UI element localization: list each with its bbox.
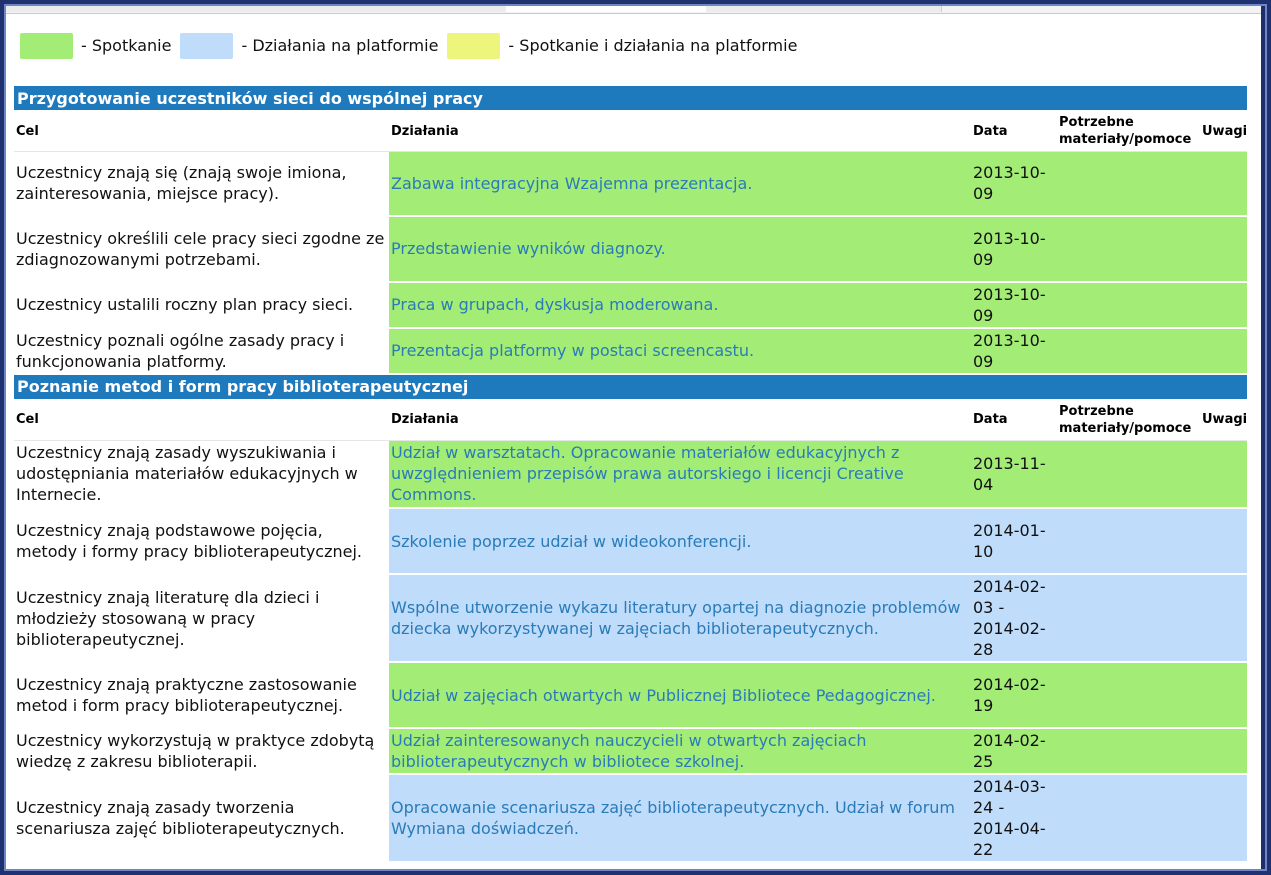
action-cell: Zabawa integracyjna Wzajemna prezentacja…	[389, 151, 971, 217]
notes-cell	[1200, 440, 1248, 509]
materials-cell	[1057, 728, 1200, 775]
section-title: Poznanie metod i form pracy biblioterape…	[14, 373, 1248, 400]
notes-cell	[1200, 574, 1248, 663]
goal-cell: Uczestnicy poznali ogólne zasady pracy i…	[14, 327, 389, 375]
date-cell: 2014-02-19	[971, 662, 1057, 729]
col-header-goal: Cel	[14, 110, 389, 152]
notes-cell	[1200, 327, 1248, 375]
tab-7[interactable]	[831, 6, 942, 12]
notes-cell	[1200, 728, 1248, 775]
goal-cell: Uczestnicy znają literaturę dla dzieci i…	[14, 574, 389, 663]
date-cell: 2013-10-09	[971, 281, 1057, 329]
materials-cell	[1057, 151, 1200, 217]
action-cell: Praca w grupach, dyskusja moderowana.	[389, 281, 971, 329]
legend-label-platform: - Działania na platformie	[241, 36, 439, 55]
page-canvas: - Spotkanie - Działania na platformie - …	[6, 6, 1261, 869]
legend-label-meeting: - Spotkanie	[81, 36, 172, 55]
col-header-materials: Potrzebne materiały/pomoce	[1057, 110, 1200, 152]
col-header-action: Działania	[389, 110, 971, 152]
section-title: Przygotowanie uczestników sieci do wspól…	[14, 86, 1248, 111]
section-header: Przygotowanie uczestników sieci do wspól…	[14, 86, 1248, 111]
col-header-notes: Uwagi	[1200, 399, 1247, 441]
legend-swatch-both	[447, 32, 501, 59]
legend-swatch-platform	[180, 32, 234, 59]
action-cell: Szkolenie poprzez udział w wideokonferen…	[389, 508, 971, 575]
column-header-row: Cel Działania Data Potrzebne materiały/pomo…	[14, 399, 1247, 441]
table-row: Uczestnicy znają podstawowe pojęcia, met…	[14, 508, 1248, 575]
tab-6[interactable]	[776, 6, 832, 12]
plan-table-wrapper: Przygotowanie uczestników sieci do wspól…	[14, 86, 1247, 863]
table-row: Uczestnicy określili cele pracy sieci zg…	[14, 215, 1248, 283]
col-header-date: Data	[971, 399, 1057, 441]
table-row: Uczestnicy znają literaturę dla dzieci i…	[14, 574, 1248, 663]
action-cell: Udział zainteresowanych nauczycieli w ot…	[389, 728, 971, 775]
tab-4[interactable]	[506, 6, 707, 12]
tab-1[interactable]	[6, 6, 87, 12]
col-header-goal: Cel	[14, 399, 389, 441]
date-cell: 2014-03-24 - 2014-04-22	[971, 774, 1057, 863]
table-row: Uczestnicy poznali ogólne zasady pracy i…	[14, 327, 1248, 375]
action-cell: Prezentacja platformy w postaci screenca…	[389, 327, 971, 375]
color-legend: - Spotkanie - Działania na platformie - …	[20, 32, 806, 59]
action-cell: Udział w warsztatach. Opracowanie materi…	[389, 440, 971, 509]
goal-cell: Uczestnicy znają zasady wyszukiwania i u…	[14, 440, 389, 509]
goal-cell: Uczestnicy wykorzystują w praktyce zdoby…	[14, 728, 389, 775]
col-header-notes: Uwagi	[1200, 110, 1247, 152]
materials-cell	[1057, 574, 1200, 663]
table-row: Uczestnicy znają zasady wyszukiwania i u…	[14, 440, 1248, 509]
action-cell: Przedstawienie wyników diagnozy.	[389, 215, 971, 283]
table-row: Uczestnicy ustalili roczny plan pracy si…	[14, 281, 1248, 329]
column-header-row: Cel Działania Data Potrzebne materiały/pomo…	[14, 110, 1247, 152]
materials-cell	[1057, 215, 1200, 283]
goal-cell: Uczestnicy znają podstawowe pojęcia, met…	[14, 508, 389, 575]
notes-cell	[1200, 774, 1248, 863]
legend-swatch-meeting	[20, 32, 73, 59]
date-cell: 2013-10-09	[971, 327, 1057, 375]
date-cell: 2014-01-10	[971, 508, 1057, 575]
action-cell: Udział w zajęciach otwartych w Publiczne…	[389, 662, 971, 729]
action-cell: Opracowanie scenariusza zajęć bibliotera…	[389, 774, 971, 863]
table-row: Uczestnicy wykorzystują w praktyce zdoby…	[14, 728, 1248, 775]
goal-cell: Uczestnicy znają praktyczne zastosowanie…	[14, 662, 389, 729]
date-cell: 2013-11-04	[971, 440, 1057, 509]
table-row: Uczestnicy znają praktyczne zastosowanie…	[14, 662, 1248, 729]
action-cell: Wspólne utworzenie wykazu literatury opa…	[389, 574, 971, 663]
date-cell: 2014-02-25	[971, 728, 1057, 775]
notes-cell	[1200, 508, 1248, 575]
materials-cell	[1057, 662, 1200, 729]
tab-3[interactable]	[256, 6, 507, 12]
plan-table: Przygotowanie uczestników sieci do wspól…	[14, 86, 1247, 863]
tab-strip	[6, 6, 1261, 14]
tab-5[interactable]	[706, 6, 777, 12]
table-row: Uczestnicy znają zasady tworzenia scenar…	[14, 774, 1248, 863]
table-row: Uczestnicy znają się (znają swoje imiona…	[14, 151, 1248, 217]
col-header-date: Data	[971, 110, 1057, 152]
col-header-action: Działania	[389, 399, 971, 441]
tab-2[interactable]	[86, 6, 257, 12]
goal-cell: Uczestnicy ustalili roczny plan pracy si…	[14, 281, 389, 329]
notes-cell	[1200, 151, 1248, 217]
goal-cell: Uczestnicy znają zasady tworzenia scenar…	[14, 774, 389, 863]
materials-cell	[1057, 327, 1200, 375]
materials-cell	[1057, 774, 1200, 863]
materials-cell	[1057, 281, 1200, 329]
goal-cell: Uczestnicy określili cele pracy sieci zg…	[14, 215, 389, 283]
section-header: Poznanie metod i form pracy biblioterape…	[14, 373, 1248, 400]
date-cell: 2013-10-09	[971, 151, 1057, 217]
goal-cell: Uczestnicy znają się (znają swoje imiona…	[14, 151, 389, 217]
notes-cell	[1200, 281, 1248, 329]
notes-cell	[1200, 215, 1248, 283]
date-cell: 2014-02-03 - 2014-02-28	[971, 574, 1057, 663]
date-cell: 2013-10-09	[971, 215, 1057, 283]
materials-cell	[1057, 508, 1200, 575]
materials-cell	[1057, 440, 1200, 509]
col-header-materials: Potrzebne materiały/pomoce	[1057, 399, 1200, 441]
notes-cell	[1200, 662, 1248, 729]
legend-label-both: - Spotkanie i działania na platformie	[508, 36, 798, 55]
